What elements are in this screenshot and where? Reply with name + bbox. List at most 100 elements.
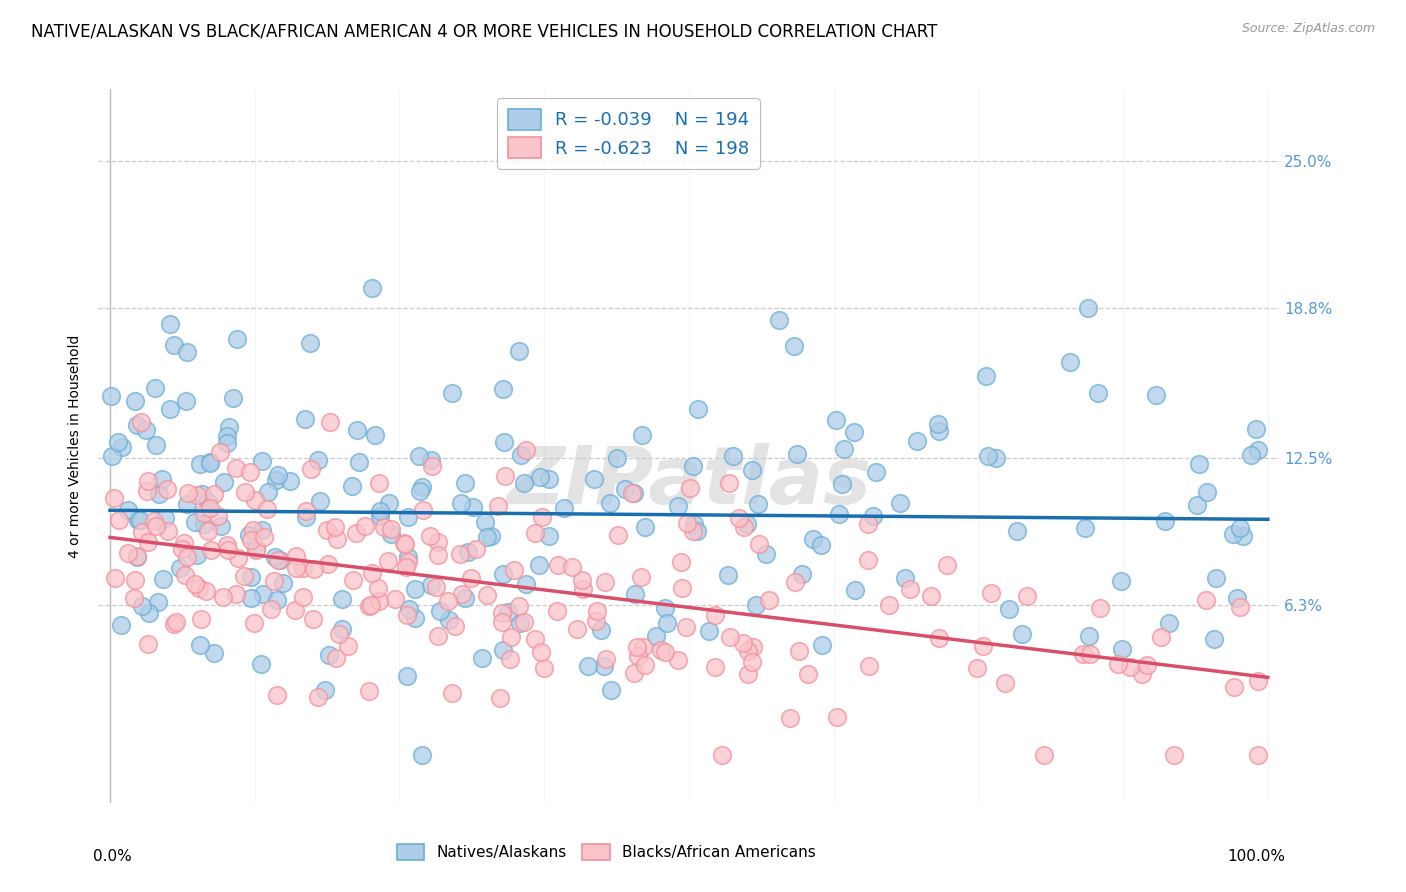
Point <box>395 669 418 683</box>
Point <box>184 577 207 591</box>
Point <box>606 450 628 465</box>
Point <box>607 528 630 542</box>
Point <box>316 524 339 538</box>
Point <box>792 566 814 581</box>
Point <box>928 424 950 438</box>
Point <box>278 474 301 488</box>
Point <box>143 514 166 528</box>
Point <box>1244 422 1267 436</box>
Point <box>233 569 256 583</box>
Point <box>302 612 325 626</box>
Point <box>188 638 211 652</box>
Point <box>634 520 657 534</box>
Point <box>827 710 849 724</box>
Point <box>162 337 184 351</box>
Point <box>686 402 709 417</box>
Point <box>747 497 769 511</box>
Point <box>585 604 607 618</box>
Point <box>107 513 129 527</box>
Point <box>1119 660 1142 674</box>
Point <box>394 537 416 551</box>
Point <box>797 667 820 681</box>
Point <box>1229 599 1251 614</box>
Point <box>654 645 676 659</box>
Point <box>285 549 308 563</box>
Point <box>173 567 195 582</box>
Point <box>368 509 391 524</box>
Point <box>624 587 647 601</box>
Point <box>533 661 555 675</box>
Point <box>697 624 720 638</box>
Point <box>377 554 399 568</box>
Point <box>1197 485 1219 500</box>
Point <box>650 642 672 657</box>
Point <box>145 519 167 533</box>
Text: ZIPatlas: ZIPatlas <box>506 442 872 521</box>
Point <box>703 660 725 674</box>
Point <box>240 569 263 583</box>
Point <box>894 571 917 585</box>
Point <box>825 413 848 427</box>
Point <box>307 453 329 467</box>
Point <box>1232 529 1254 543</box>
Point <box>367 582 389 596</box>
Point <box>1130 667 1153 681</box>
Point <box>218 420 240 434</box>
Point <box>1246 443 1268 458</box>
Point <box>136 637 159 651</box>
Point <box>295 509 318 524</box>
Point <box>631 428 654 442</box>
Point <box>546 604 568 618</box>
Point <box>1154 514 1177 528</box>
Point <box>503 562 526 576</box>
Point <box>1111 642 1133 657</box>
Point <box>373 519 395 533</box>
Point <box>593 659 616 673</box>
Point <box>304 561 326 575</box>
Point <box>856 553 879 567</box>
Point <box>238 528 260 542</box>
Point <box>125 549 148 563</box>
Point <box>1109 574 1132 588</box>
Point <box>145 438 167 452</box>
Point <box>900 582 922 596</box>
Point <box>972 639 994 653</box>
Point <box>200 456 222 470</box>
Point <box>585 614 607 628</box>
Point <box>513 475 536 490</box>
Point <box>319 415 342 429</box>
Point <box>1246 748 1268 763</box>
Point <box>737 643 759 657</box>
Point <box>404 611 426 625</box>
Point <box>498 651 520 665</box>
Point <box>129 513 152 527</box>
Point <box>669 556 692 570</box>
Point <box>710 748 733 763</box>
Point <box>346 424 368 438</box>
Point <box>215 429 238 443</box>
Point <box>215 538 238 552</box>
Point <box>675 620 697 634</box>
Point <box>1087 386 1109 401</box>
Point <box>256 501 278 516</box>
Point <box>242 523 264 537</box>
Point <box>197 524 219 538</box>
Point <box>359 683 381 698</box>
Point <box>783 575 806 590</box>
Point <box>437 613 460 627</box>
Point <box>1202 632 1225 646</box>
Point <box>449 547 471 561</box>
Point <box>222 392 245 406</box>
Point <box>404 582 426 597</box>
Point <box>420 578 443 592</box>
Point <box>524 525 547 540</box>
Point <box>531 509 554 524</box>
Point <box>176 345 198 359</box>
Point <box>342 573 364 587</box>
Point <box>654 601 676 615</box>
Point <box>176 550 198 565</box>
Point <box>325 650 347 665</box>
Point <box>124 573 146 587</box>
Point <box>127 549 149 564</box>
Point <box>239 591 262 606</box>
